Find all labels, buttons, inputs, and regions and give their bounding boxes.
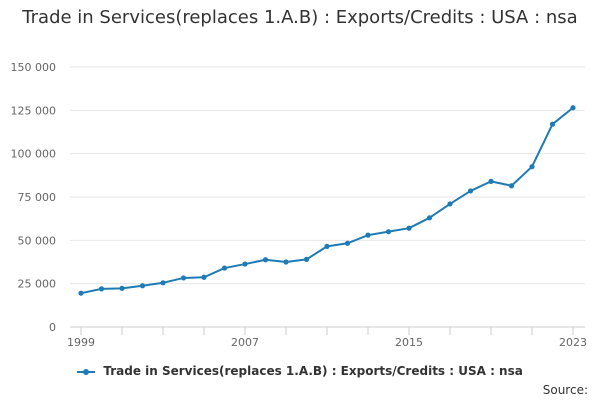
data-point (385, 229, 392, 235)
data-point (447, 201, 453, 207)
y-tick-label: 75 000 (18, 191, 57, 204)
y-tick-label: 25 000 (18, 278, 57, 291)
series-line (80, 106, 574, 295)
y-tick-label: 50 000 (18, 234, 57, 247)
x-tick-label: 2007 (231, 336, 259, 349)
data-point (570, 105, 576, 111)
legend-label: Trade in Services(replaces 1.A.B) : Expo… (103, 364, 523, 378)
data-point (488, 178, 494, 184)
source-label: Source: (542, 383, 588, 397)
data-point (467, 188, 474, 194)
grid-layer (70, 66, 585, 285)
y-tick-label: 0 (49, 321, 56, 334)
data-point (180, 275, 187, 281)
data-point (242, 261, 248, 267)
x-tick-label: 2015 (395, 336, 423, 349)
legend[interactable]: Trade in Services(replaces 1.A.B) : Expo… (0, 364, 600, 378)
series-layer (78, 105, 576, 296)
data-point (508, 183, 515, 189)
chart-title: Trade in Services(replaces 1.A.B) : Expo… (22, 7, 578, 28)
data-point (549, 121, 556, 127)
data-point (98, 286, 105, 292)
data-point (78, 290, 84, 296)
data-point (139, 283, 146, 289)
data-point (426, 215, 433, 221)
data-point (365, 232, 371, 238)
data-point (344, 240, 351, 246)
data-point (221, 265, 228, 271)
data-point (529, 164, 535, 170)
y-tick-label: 100 000 (11, 148, 57, 161)
legend-swatch-icon (77, 367, 96, 377)
y-tick-label: 125 000 (11, 104, 57, 117)
data-point (324, 243, 330, 249)
data-point (283, 259, 289, 265)
data-point (406, 225, 412, 231)
x-axis: 1999 2007 2015 2023 (67, 326, 587, 349)
x-tick-label: 2023 (559, 336, 587, 349)
y-tick-label: 150 000 (11, 61, 57, 74)
data-point (303, 256, 310, 262)
data-point (262, 257, 269, 263)
x-tick-label: 1999 (67, 336, 95, 349)
data-point (119, 285, 125, 291)
data-point (160, 280, 166, 286)
data-point (201, 274, 207, 280)
y-axis-labels: 0 25 000 50 000 75 000 100 000 125 000 150 000 (11, 61, 57, 334)
